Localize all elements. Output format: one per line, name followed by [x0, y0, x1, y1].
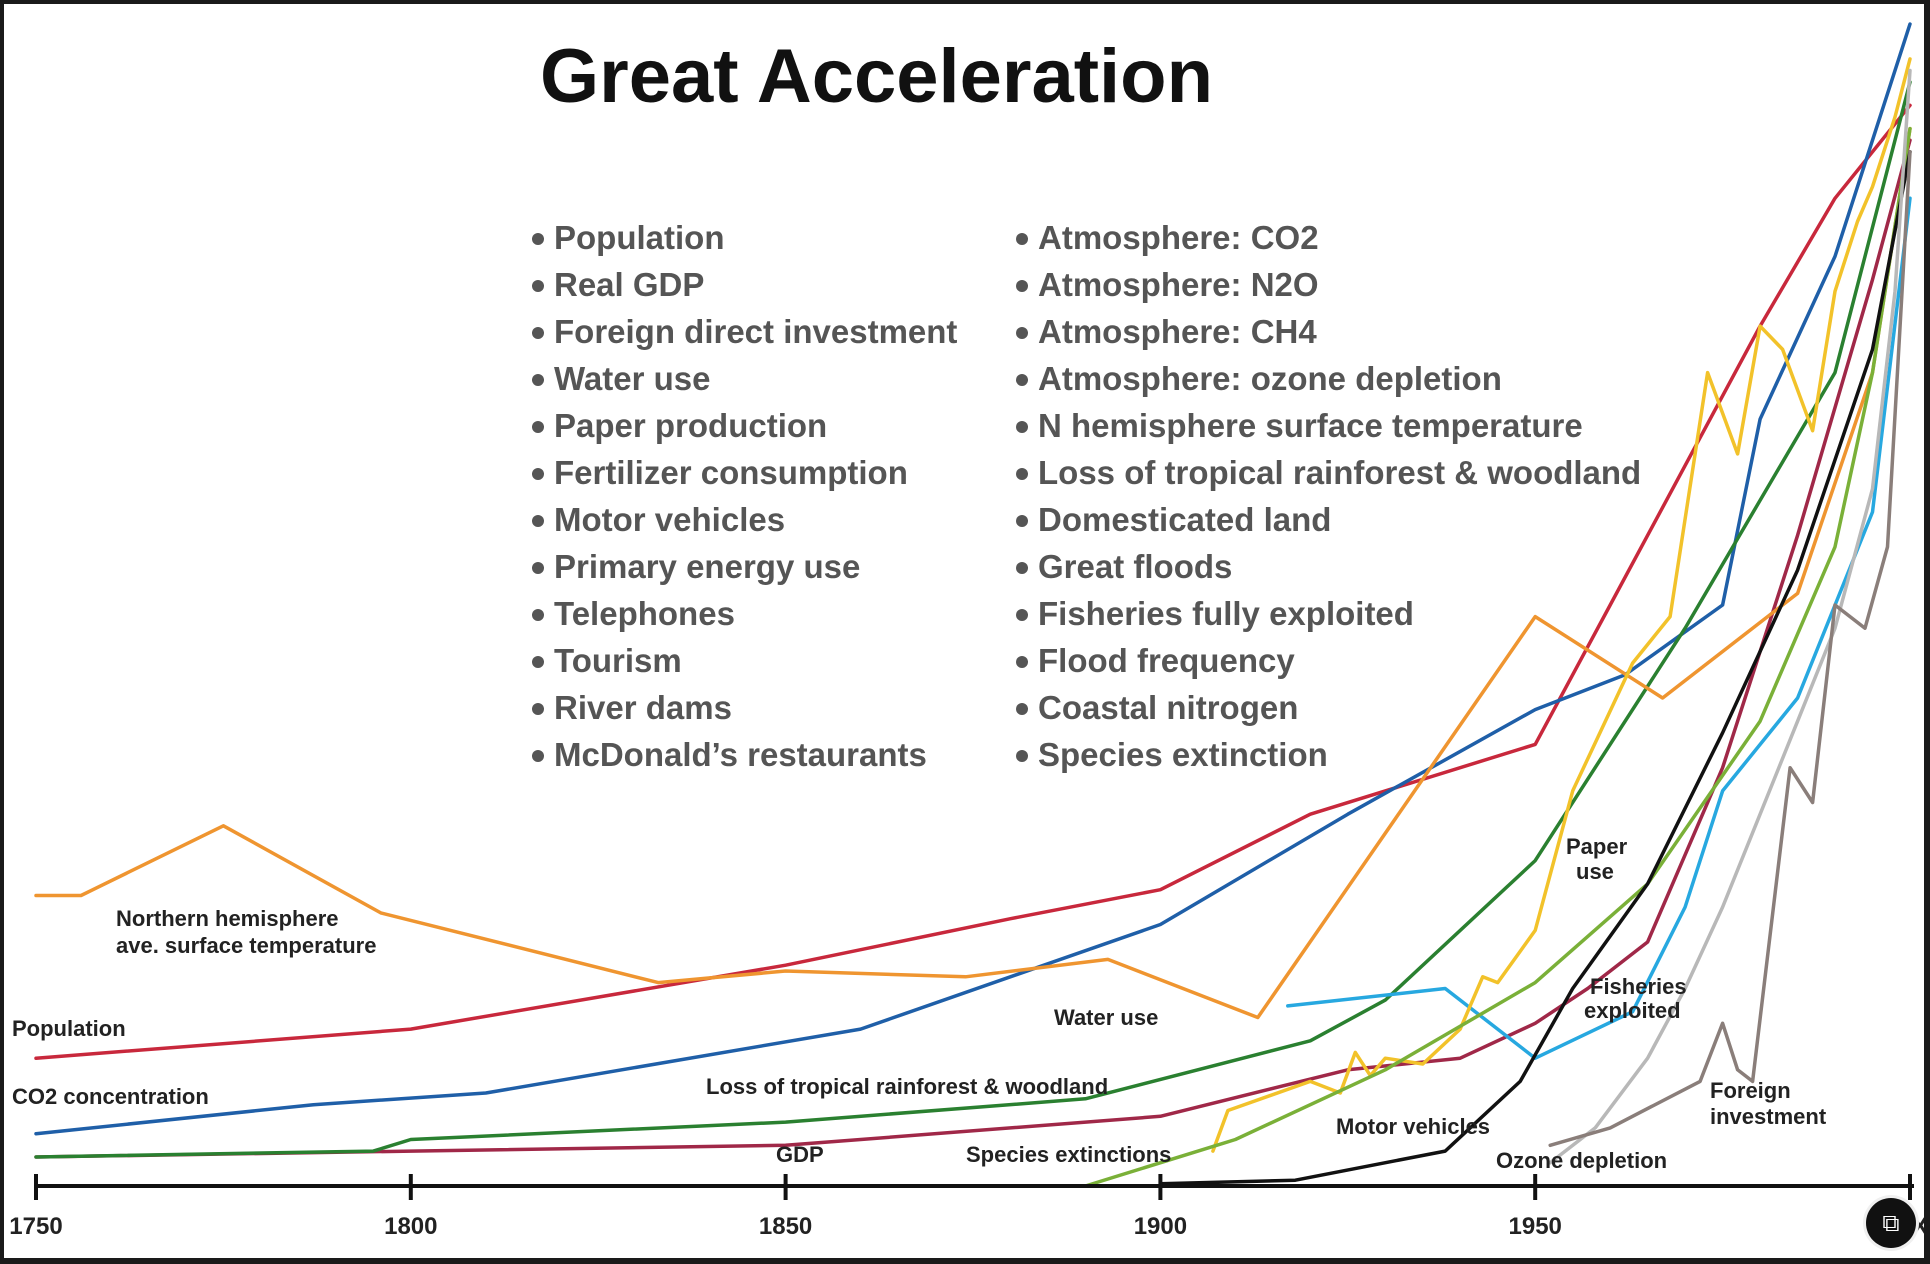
- series-line-motor-vehicles: [1158, 150, 1912, 1186]
- label-northern-hemisphere-2: ave. surface temperature: [116, 933, 376, 958]
- right-list-item-8: Fisheries fully exploited: [1038, 595, 1414, 632]
- series-line-ozone-depletion: [1548, 68, 1912, 1165]
- label-population: Population: [12, 1016, 126, 1041]
- left-list-item-11: McDonald’s restaurants: [554, 736, 927, 773]
- right-list-bullet-5: [1016, 468, 1028, 480]
- x-tick-label-1800: 1800: [384, 1213, 437, 1240]
- x-tick-label-1900: 1900: [1134, 1213, 1187, 1240]
- label-foreign-1: Foreign: [1710, 1078, 1791, 1103]
- label-gdp: GDP: [776, 1142, 824, 1167]
- right-list-bullet-10: [1016, 703, 1028, 715]
- left-list-bullet-4: [532, 421, 544, 433]
- left-list-item-4: Paper production: [554, 407, 827, 444]
- right-list-bullet-7: [1016, 562, 1028, 574]
- left-list-item-8: Telephones: [554, 595, 735, 632]
- right-list-item-1: Atmosphere: N2O: [1038, 266, 1319, 303]
- series-annotations: Northern hemisphere ave. surface tempera…: [12, 834, 1827, 1173]
- label-water-use: Water use: [1054, 1005, 1158, 1030]
- series-line-northern-hemisphere-ave-surface-temperature: [34, 126, 1912, 1020]
- left-list-bullet-3: [532, 374, 544, 386]
- right-list-item-11: Species extinction: [1038, 736, 1328, 773]
- x-tick-label-1950: 1950: [1509, 1213, 1562, 1240]
- indicator-lists: Population Real GDP Foreign direct investm…: [532, 219, 1641, 773]
- label-northern-hemisphere-1: Northern hemisphere: [116, 906, 339, 931]
- left-list-item-5: Fertilizer consumption: [554, 454, 908, 491]
- label-species-extinctions: Species extinctions: [966, 1142, 1171, 1167]
- label-paper-1: Paper: [1566, 834, 1628, 859]
- left-list-item-1: Real GDP: [554, 266, 704, 303]
- right-list-bullet-8: [1016, 609, 1028, 621]
- right-list-item-0: Atmosphere: CO2: [1038, 219, 1319, 256]
- right-list-bullet-1: [1016, 280, 1028, 292]
- chart-frame: Great Acceleration Population Real GDP For…: [4, 4, 1924, 1258]
- left-list-bullet-10: [532, 703, 544, 715]
- series-line-gdp: [34, 138, 1912, 1159]
- right-list-item-2: Atmosphere: CH4: [1038, 313, 1317, 350]
- left-list-item-10: River dams: [554, 689, 732, 726]
- left-list-item-3: Water use: [554, 360, 711, 397]
- right-list-item-3: Atmosphere: ozone depletion: [1038, 360, 1502, 397]
- left-list-bullet-0: [532, 233, 544, 245]
- right-list-bullet-6: [1016, 515, 1028, 527]
- left-list-item-6: Motor vehicles: [554, 501, 785, 538]
- left-list-item-0: Population: [554, 219, 724, 256]
- right-list-bullet-2: [1016, 327, 1028, 339]
- right-list-item-6: Domesticated land: [1038, 501, 1331, 538]
- left-list-item-7: Primary energy use: [554, 548, 860, 585]
- left-list-bullet-8: [532, 609, 544, 621]
- right-list-bullet-9: [1016, 656, 1028, 668]
- left-list-bullet-11: [532, 750, 544, 762]
- x-tick-label-1750: 1750: [9, 1213, 62, 1240]
- label-fisheries-1: Fisheries: [1590, 974, 1687, 999]
- x-axis: 17501800185019001950XX: [9, 1174, 1924, 1240]
- series-line-water-use: [1286, 196, 1912, 1060]
- right-list-item-4: N hemisphere surface temperature: [1038, 407, 1583, 444]
- label-foreign-2: investment: [1710, 1104, 1827, 1129]
- left-list-item-2: Foreign direct investment: [554, 313, 957, 350]
- label-paper-2: use: [1576, 859, 1614, 884]
- left-list-bullet-5: [532, 468, 544, 480]
- left-list-bullet-2: [532, 327, 544, 339]
- left-list-bullet-1: [532, 280, 544, 292]
- left-list-bullet-7: [532, 562, 544, 574]
- scan-text-button[interactable]: ⧉: [1866, 1198, 1916, 1248]
- series-line-foreign-investment: [1548, 150, 1912, 1148]
- chart-title: Great Acceleration: [540, 34, 1213, 119]
- label-co2: CO2 concentration: [12, 1084, 209, 1109]
- right-list-item-10: Coastal nitrogen: [1038, 689, 1298, 726]
- series-line-paper-use: [1211, 57, 1912, 1153]
- left-list-bullet-6: [532, 515, 544, 527]
- right-list-item-5: Loss of tropical rainforest & woodland: [1038, 454, 1641, 491]
- right-list-item-9: Flood frequency: [1038, 642, 1295, 679]
- x-tick-label-1850: 1850: [759, 1213, 812, 1240]
- scan-text-icon: ⧉: [1882, 1209, 1900, 1237]
- series-line-co2-concentration: [34, 22, 1912, 1136]
- series-line-loss-of-tropical-rainforest-woodland: [34, 80, 1912, 1159]
- label-motor-vehicles: Motor vehicles: [1336, 1114, 1490, 1139]
- right-list-bullet-11: [1016, 750, 1028, 762]
- label-rainforest: Loss of tropical rainforest & woodland: [706, 1074, 1108, 1099]
- left-list-bullet-9: [532, 656, 544, 668]
- label-ozone-depletion: Ozone depletion: [1496, 1148, 1667, 1173]
- great-acceleration-chart: Great Acceleration Population Real GDP For…: [9, 22, 1924, 1240]
- right-list-bullet-0: [1016, 233, 1028, 245]
- right-list-item-7: Great floods: [1038, 548, 1232, 585]
- right-list-bullet-3: [1016, 374, 1028, 386]
- series-layer: [34, 22, 1912, 1188]
- left-list-item-9: Tourism: [554, 642, 682, 679]
- label-fisheries-2: exploited: [1584, 998, 1681, 1023]
- right-list-bullet-4: [1016, 421, 1028, 433]
